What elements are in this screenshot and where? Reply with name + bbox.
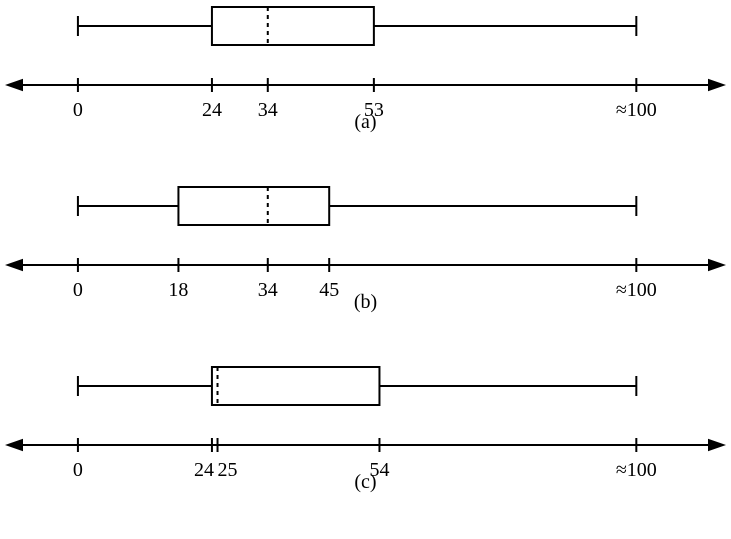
svg-text:34: 34 (258, 279, 278, 301)
svg-text:24: 24 (202, 99, 222, 121)
svg-text:≈100: ≈100 (616, 99, 657, 121)
svg-text:45: 45 (319, 279, 339, 301)
svg-text:34: 34 (258, 99, 278, 121)
boxplot-svg: 0243453≈100(a)0183445≈100(b)0242554≈100(… (0, 0, 731, 539)
svg-text:(b): (b) (354, 291, 377, 313)
svg-text:(a): (a) (354, 111, 376, 133)
svg-text:≈100: ≈100 (616, 459, 657, 481)
boxplot-figure: 0243453≈100(a)0183445≈100(b)0242554≈100(… (0, 0, 731, 539)
svg-text:(c): (c) (354, 471, 376, 493)
svg-text:≈100: ≈100 (616, 279, 657, 301)
svg-text:18: 18 (168, 279, 188, 301)
svg-text:0: 0 (73, 99, 83, 121)
svg-text:24: 24 (194, 459, 214, 481)
svg-text:25: 25 (218, 459, 238, 481)
svg-text:0: 0 (73, 279, 83, 301)
svg-text:0: 0 (73, 459, 83, 481)
